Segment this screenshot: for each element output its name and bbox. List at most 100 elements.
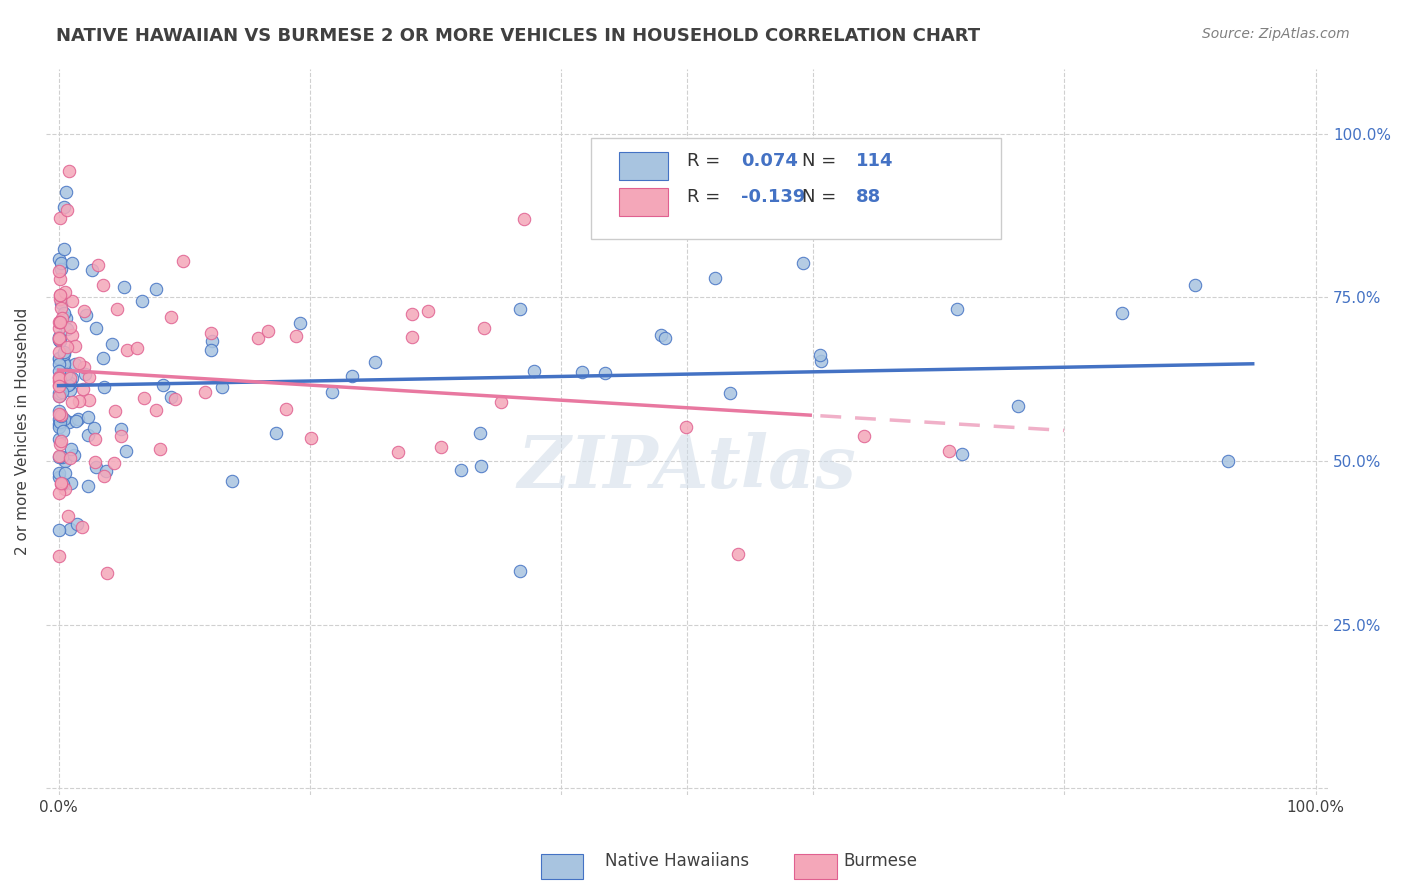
Point (145, 402, 167, 417)
Point (76, 479, 98, 493)
Point (67, 356, 90, 370)
Point (48, 351, 70, 366)
Point (945, 302, 967, 317)
Point (80, 263, 103, 277)
Point (110, 429, 132, 443)
Point (103, 456, 125, 470)
Text: 0.074: 0.074 (741, 152, 797, 169)
Point (48, 437, 70, 451)
Point (60, 371, 83, 385)
Point (58, 376, 80, 391)
Point (49, 382, 72, 396)
Point (288, 316, 311, 330)
Point (49, 255, 72, 269)
Text: R =: R = (688, 152, 725, 169)
Point (257, 324, 280, 338)
Point (63, 448, 86, 462)
Point (53, 200, 76, 214)
Point (364, 355, 387, 369)
Point (77, 428, 100, 442)
Point (512, 212, 534, 227)
Point (56, 509, 79, 524)
Point (48, 467, 70, 481)
Point (321, 385, 343, 400)
Text: 88: 88 (856, 188, 882, 206)
Text: N =: N = (803, 188, 842, 206)
Point (401, 308, 423, 322)
Point (55, 321, 77, 335)
Point (450, 463, 472, 477)
Point (59, 376, 82, 390)
Point (48, 549, 70, 563)
Point (593, 366, 616, 380)
Point (48, 364, 70, 378)
Point (53, 285, 76, 299)
Point (299, 431, 322, 445)
Point (91, 351, 114, 366)
Point (152, 378, 174, 392)
Point (489, 394, 512, 409)
Point (60, 293, 83, 308)
Point (285, 329, 308, 343)
Point (160, 310, 183, 324)
Point (274, 401, 297, 416)
Point (48, 432, 70, 446)
Point (49, 378, 72, 392)
Point (51, 311, 73, 326)
Point (1007, 399, 1029, 413)
Point (131, 293, 153, 308)
Point (571, 366, 593, 380)
Point (792, 256, 814, 270)
Point (810, 354, 832, 368)
Point (48, 357, 70, 371)
Point (83, 421, 105, 435)
Point (55, 185, 77, 199)
Point (48, 331, 70, 345)
Point (49, 415, 72, 429)
Point (675, 420, 697, 434)
Point (48, 330, 70, 344)
Point (115, 343, 138, 357)
Point (650, 327, 672, 342)
FancyBboxPatch shape (541, 854, 583, 879)
Point (59, 442, 82, 456)
Point (52, 344, 75, 359)
Point (727, 547, 749, 561)
Point (49, 288, 72, 302)
Point (53, 243, 76, 257)
Point (48, 388, 70, 402)
Point (48, 385, 70, 400)
Point (49, 388, 72, 402)
Point (48, 449, 70, 463)
Point (853, 428, 876, 442)
Point (387, 445, 409, 459)
Point (132, 392, 155, 406)
Text: Source: ZipAtlas.com: Source: ZipAtlas.com (1202, 27, 1350, 41)
Point (67, 394, 90, 409)
Point (474, 321, 496, 335)
Point (59, 384, 82, 398)
Point (48, 371, 70, 385)
Point (55, 311, 77, 326)
Point (60, 255, 83, 269)
Point (523, 363, 546, 377)
Point (246, 331, 269, 345)
Point (165, 392, 187, 406)
Point (59, 450, 82, 465)
Point (48, 315, 70, 329)
Point (48, 404, 70, 418)
Point (49, 315, 72, 329)
FancyBboxPatch shape (591, 137, 1001, 239)
Point (58, 163, 80, 178)
Point (48, 264, 70, 278)
Point (63, 358, 86, 372)
Point (94, 464, 117, 478)
Point (509, 565, 531, 579)
Point (52, 357, 75, 371)
Point (93, 469, 115, 483)
Text: ZIPAtlas: ZIPAtlas (517, 433, 856, 503)
Point (48, 370, 70, 384)
Point (66, 516, 89, 531)
Point (52, 346, 75, 360)
Point (115, 444, 138, 458)
